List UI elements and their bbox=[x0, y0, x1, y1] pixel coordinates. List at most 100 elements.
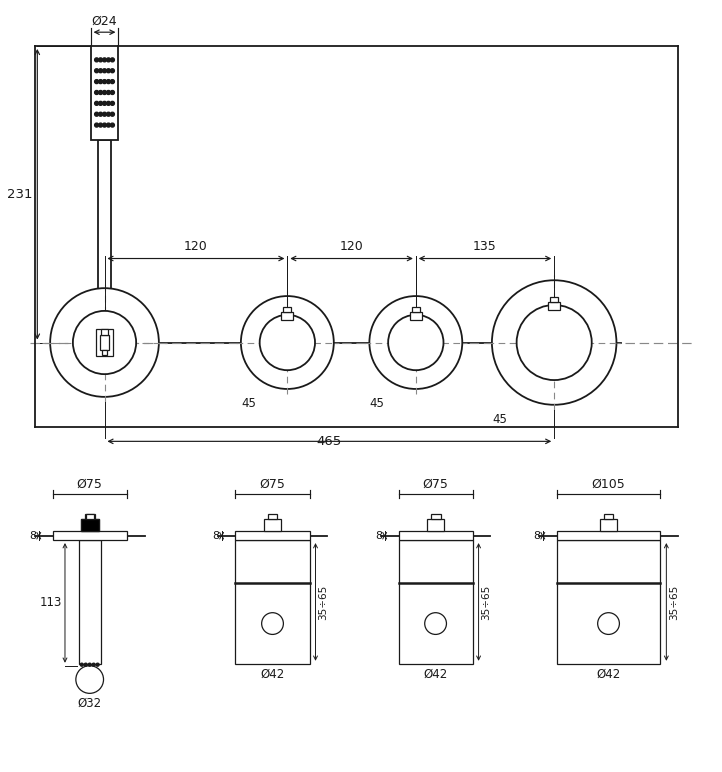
Circle shape bbox=[106, 90, 110, 94]
Bar bbox=[282, 312, 293, 320]
Bar bbox=[604, 514, 614, 520]
Bar bbox=[268, 514, 277, 520]
Circle shape bbox=[517, 305, 592, 380]
Bar bbox=[284, 307, 291, 312]
Circle shape bbox=[106, 112, 110, 117]
Circle shape bbox=[99, 101, 103, 105]
Circle shape bbox=[103, 58, 106, 62]
Circle shape bbox=[110, 112, 114, 117]
Circle shape bbox=[103, 90, 106, 94]
Circle shape bbox=[95, 101, 99, 105]
Circle shape bbox=[88, 663, 91, 666]
Bar bbox=[81, 520, 99, 531]
Circle shape bbox=[110, 123, 114, 127]
Circle shape bbox=[92, 663, 95, 666]
Text: Ø75: Ø75 bbox=[260, 478, 285, 491]
Text: 35÷65: 35÷65 bbox=[318, 584, 329, 620]
Text: Ø75: Ø75 bbox=[77, 478, 103, 491]
Text: Ø24: Ø24 bbox=[92, 14, 117, 27]
Text: 231: 231 bbox=[7, 188, 32, 201]
Circle shape bbox=[99, 112, 103, 117]
Bar bbox=[557, 531, 661, 540]
Bar bbox=[600, 520, 617, 531]
Circle shape bbox=[110, 101, 114, 105]
Bar bbox=[557, 540, 661, 664]
Bar bbox=[550, 297, 558, 302]
Circle shape bbox=[73, 311, 136, 374]
Bar bbox=[427, 520, 445, 531]
Circle shape bbox=[425, 613, 446, 635]
Bar bbox=[79, 540, 100, 664]
Bar bbox=[53, 531, 127, 540]
Circle shape bbox=[99, 123, 103, 127]
Text: Ø42: Ø42 bbox=[424, 668, 448, 681]
Text: 8: 8 bbox=[30, 530, 37, 540]
Circle shape bbox=[241, 296, 334, 389]
Circle shape bbox=[103, 101, 106, 105]
Circle shape bbox=[261, 613, 284, 635]
Bar bbox=[84, 514, 95, 520]
Circle shape bbox=[103, 69, 106, 73]
Text: 8: 8 bbox=[212, 530, 219, 540]
Circle shape bbox=[260, 315, 315, 371]
Bar bbox=[235, 540, 310, 664]
Text: 8: 8 bbox=[375, 530, 383, 540]
Circle shape bbox=[84, 663, 87, 666]
Text: 8: 8 bbox=[534, 530, 541, 540]
Text: 465: 465 bbox=[317, 435, 342, 449]
Bar bbox=[548, 302, 560, 310]
Text: 35÷65: 35÷65 bbox=[482, 584, 492, 620]
Circle shape bbox=[110, 69, 114, 73]
Circle shape bbox=[95, 80, 99, 83]
Bar bbox=[412, 307, 419, 312]
Circle shape bbox=[103, 80, 106, 83]
Circle shape bbox=[106, 101, 110, 105]
Text: 35÷65: 35÷65 bbox=[669, 584, 679, 620]
Circle shape bbox=[492, 280, 617, 405]
Bar bbox=[410, 312, 422, 320]
Circle shape bbox=[106, 80, 110, 83]
Text: 45: 45 bbox=[241, 397, 256, 410]
Circle shape bbox=[598, 613, 619, 635]
Circle shape bbox=[110, 58, 114, 62]
Text: Ø32: Ø32 bbox=[78, 696, 102, 709]
Circle shape bbox=[95, 112, 99, 117]
Circle shape bbox=[106, 69, 110, 73]
Circle shape bbox=[50, 288, 159, 397]
Text: 120: 120 bbox=[184, 239, 208, 252]
Circle shape bbox=[103, 123, 106, 127]
Circle shape bbox=[110, 90, 114, 94]
Bar bbox=[86, 514, 94, 520]
Bar bbox=[100, 334, 110, 350]
Circle shape bbox=[370, 296, 462, 389]
Bar bbox=[100, 329, 108, 334]
Text: 113: 113 bbox=[40, 597, 62, 609]
Bar bbox=[98, 140, 111, 298]
Text: Ø42: Ø42 bbox=[596, 668, 621, 681]
Circle shape bbox=[95, 90, 99, 94]
Bar bbox=[95, 329, 113, 357]
Text: 120: 120 bbox=[340, 239, 363, 252]
Circle shape bbox=[99, 80, 103, 83]
Bar bbox=[235, 531, 310, 540]
Circle shape bbox=[110, 80, 114, 83]
Circle shape bbox=[80, 663, 83, 666]
Circle shape bbox=[95, 123, 99, 127]
Bar bbox=[430, 514, 440, 520]
Circle shape bbox=[99, 58, 103, 62]
Bar bbox=[91, 46, 118, 140]
Circle shape bbox=[95, 69, 99, 73]
Text: Ø75: Ø75 bbox=[422, 478, 448, 491]
Circle shape bbox=[388, 315, 443, 371]
Circle shape bbox=[106, 58, 110, 62]
Text: 135: 135 bbox=[473, 239, 497, 252]
Circle shape bbox=[96, 663, 99, 666]
Circle shape bbox=[103, 112, 106, 117]
Circle shape bbox=[95, 58, 99, 62]
Circle shape bbox=[99, 69, 103, 73]
Bar bbox=[399, 540, 473, 664]
Text: Ø42: Ø42 bbox=[261, 668, 284, 681]
Text: 45: 45 bbox=[370, 397, 385, 410]
Circle shape bbox=[99, 90, 103, 94]
Bar bbox=[264, 520, 282, 531]
